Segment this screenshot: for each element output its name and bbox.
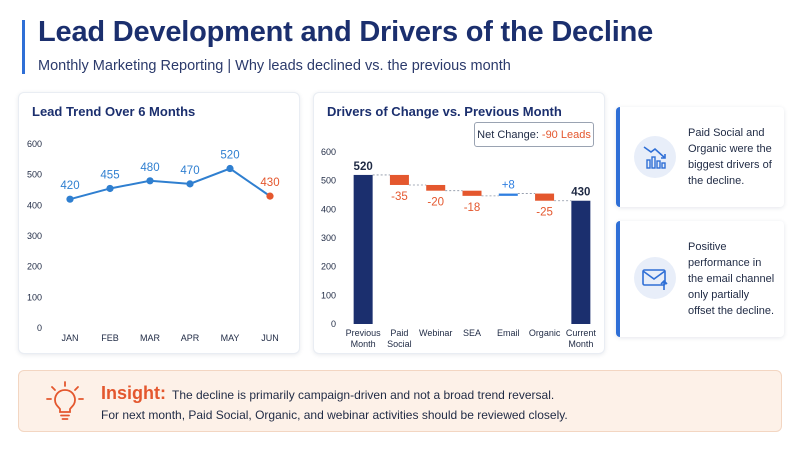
y-tick-label: 400 [27,200,42,210]
y-tick-label: 200 [321,262,336,272]
y-tick-label: 200 [27,262,42,272]
data-label: +8 [502,180,515,192]
y-tick-label: 100 [321,290,336,300]
email-insight-text: Positive performance in the email channe… [688,241,775,317]
x-tick-label: Month [351,339,376,349]
x-tick-label: Previous [346,328,382,338]
data-point [266,192,274,200]
waterfall-bar [426,184,446,191]
title-accent-bar [22,20,25,74]
y-tick-label: 0 [37,323,42,333]
x-tick-label: Month [568,339,593,349]
insight-line-1: Insight: The decline is primarily campaig… [101,383,554,404]
y-tick-label: 300 [27,231,42,241]
data-label: 480 [140,162,159,174]
data-label: -18 [464,202,481,214]
waterfall-bar [498,193,518,196]
y-tick-label: 600 [27,139,42,149]
y-tick-label: 100 [27,292,42,302]
y-tick-label: 300 [321,233,336,243]
data-label: 455 [100,169,119,181]
data-label: 420 [60,180,79,192]
waterfall-bar [462,190,482,196]
email-icon [634,257,676,299]
data-label: 520 [220,150,239,162]
drivers-title: Drivers of Change vs. Previous Month [327,104,562,119]
x-tick-label: Email [497,328,520,338]
data-point [146,177,154,185]
data-point [106,184,114,193]
data-point [226,164,234,173]
x-tick-label: MAR [140,333,161,343]
page-title: Lead Development and Drivers of the Decl… [38,16,654,48]
waterfall-bar [535,193,555,201]
waterfall-bar [353,174,373,324]
data-label: 470 [180,165,199,177]
chart-decline-icon [634,136,676,178]
driver-insight-text: Paid Social and Organic were the biggest… [688,127,772,187]
x-tick-label: FEB [101,333,119,343]
email-insight-card: Positive performance in the email channe… [616,221,784,337]
net-change-box: Net Change: -90 Leads [474,122,594,147]
data-label: -20 [427,197,444,209]
x-tick-label: JUN [261,333,279,343]
x-tick-label: SEA [463,328,481,338]
x-tick-label: Current [566,328,597,338]
y-tick-label: 0 [331,319,336,329]
data-label: -35 [391,191,408,203]
data-label: 430 [571,187,590,199]
lead-trend-title: Lead Trend Over 6 Months [32,104,196,119]
data-point [66,195,74,203]
y-tick-label: 600 [321,147,336,157]
trend-line [69,167,271,201]
lead-trend-chart: 0 100 200 300 400 500 600 JAN FEB MAR APR MAY JUN 420… [27,139,280,343]
data-point [186,180,194,188]
x-tick-label: APR [181,333,200,343]
x-tick-label: Paid [390,328,408,338]
data-label: 520 [354,161,373,173]
lightbulb-icon [43,380,87,429]
waterfall-bar [571,200,591,324]
y-tick-label: 400 [321,204,336,214]
net-change-value: -90 Leads [541,128,591,141]
lead-trend-card [18,92,300,354]
data-label: 430 [260,177,279,189]
x-tick-label: Organic [529,328,561,338]
insight-text-1: The decline is primarily campaign-driven… [172,388,555,402]
waterfall-bar [389,174,409,185]
x-tick-label: MAY [221,333,240,343]
driver-insight-card: Paid Social and Organic were the biggest… [616,107,784,207]
insight-heading: Insight: [101,383,166,403]
net-change-label: Net Change: [477,128,539,141]
y-tick-label: 500 [321,176,336,186]
drivers-waterfall-chart: 0 100 200 300 400 500 600 520 -35 -20 -18 +8 -25 430 P… [321,147,597,349]
x-tick-label: Webinar [419,328,452,338]
y-tick-label: 500 [27,170,42,180]
x-tick-label: Social [387,339,412,349]
data-label: -25 [536,207,553,219]
insight-banner: Insight: The decline is primarily campaig… [18,370,782,432]
page-subtitle: Monthly Marketing Reporting | Why leads … [38,58,511,74]
insight-text-2: For next month, Paid Social, Organic, an… [101,408,568,422]
x-tick-label: JAN [61,333,78,343]
